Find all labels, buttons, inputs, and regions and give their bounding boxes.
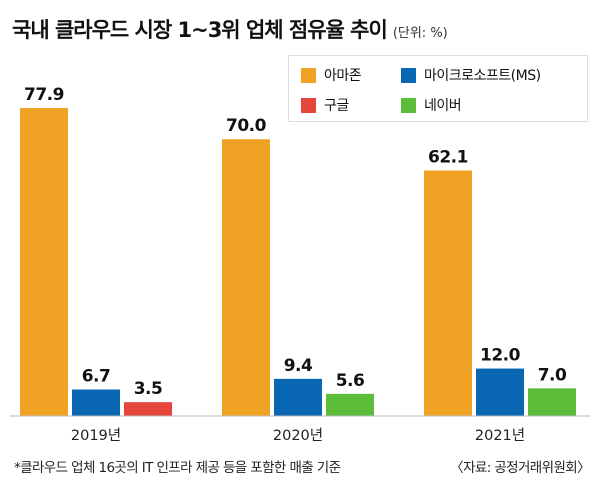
legend-swatch-microsoft bbox=[401, 67, 416, 83]
legend: 아마존 마이크로소프트(MS) 구글 네이버 bbox=[288, 55, 588, 122]
legend-swatch-amazon bbox=[301, 67, 316, 83]
value-label-1-0: 70.0 bbox=[226, 116, 267, 136]
chart-title: 국내 클라우드 시장 1~3위 업체 점유율 추이 (단위: %) bbox=[12, 18, 448, 42]
category-label-2: 2021년 bbox=[475, 427, 525, 444]
value-label-2-1: 12.0 bbox=[480, 346, 521, 366]
bar-0-0 bbox=[20, 108, 68, 416]
bars-group bbox=[20, 108, 576, 416]
legend-item-naver: 네이버 bbox=[401, 95, 462, 115]
bar-1-0 bbox=[222, 139, 270, 416]
value-label-0-1: 6.7 bbox=[82, 367, 111, 387]
bar-2-1 bbox=[476, 368, 524, 416]
value-label-0-0: 77.9 bbox=[24, 85, 64, 105]
value-label-2-3: 7.0 bbox=[538, 365, 567, 385]
legend-item-google: 구글 bbox=[301, 95, 349, 115]
legend-swatch-google bbox=[301, 97, 316, 113]
legend-label-google: 구글 bbox=[324, 98, 349, 114]
footnote: *클라우드 업체 16곳의 IT 인프라 제공 등을 포함한 매출 기준 〈자료… bbox=[14, 456, 591, 476]
value-label-0-2: 3.5 bbox=[134, 379, 163, 399]
legend-label-naver: 네이버 bbox=[424, 98, 462, 114]
unit-label: (단위: %) bbox=[392, 26, 448, 41]
value-label-2-0: 62.1 bbox=[428, 147, 468, 167]
legend-label-microsoft: 마이크로소프트(MS) bbox=[424, 68, 541, 84]
footnote-text: *클라우드 업체 16곳의 IT 인프라 제공 등을 포함한 매출 기준 bbox=[14, 460, 341, 476]
category-label-1: 2020년 bbox=[273, 427, 323, 444]
bar-2-3 bbox=[528, 388, 576, 416]
legend-item-microsoft: 마이크로소프트(MS) bbox=[401, 65, 541, 85]
value-labels-group: 77.9 6.7 3.5 70.0 9.4 5.6 62.1 12.0 7.0 bbox=[24, 85, 567, 399]
category-labels-group: 2019년 2020년 2021년 bbox=[71, 427, 525, 444]
value-label-1-1: 9.4 bbox=[284, 356, 313, 376]
source-text: 〈자료: 공정거래위원회〉 bbox=[450, 460, 590, 476]
legend-swatch-naver bbox=[401, 97, 416, 113]
bar-0-1 bbox=[72, 389, 120, 416]
bar-1-1 bbox=[274, 378, 322, 416]
bar-2-0 bbox=[424, 170, 472, 416]
legend-label-amazon: 아마존 bbox=[324, 68, 362, 84]
bar-1-3 bbox=[326, 393, 374, 416]
bar-0-2 bbox=[124, 402, 172, 416]
value-label-1-3: 5.6 bbox=[336, 371, 365, 391]
legend-item-amazon: 아마존 bbox=[301, 65, 362, 85]
category-label-0: 2019년 bbox=[71, 427, 121, 444]
